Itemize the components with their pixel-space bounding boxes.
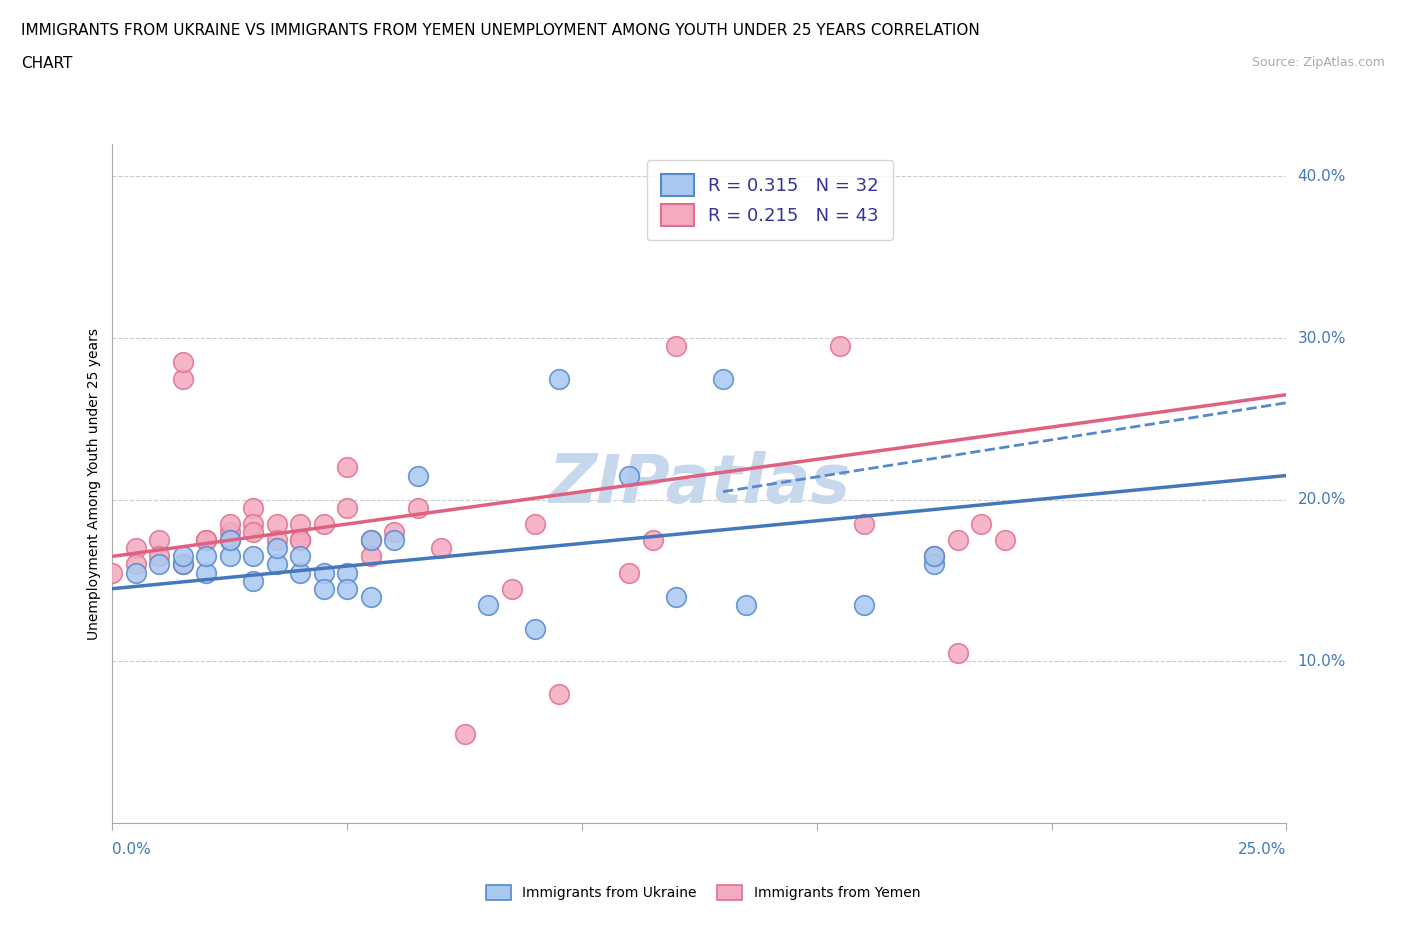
Point [125, 541, 148, 556]
Legend: R = 0.315   N = 32, R = 0.215   N = 43: R = 0.315 N = 32, R = 0.215 N = 43 [647, 160, 893, 240]
Point [547, 371, 569, 386]
Point [382, 525, 405, 539]
Point [290, 533, 312, 548]
Point [218, 525, 242, 539]
Point [922, 557, 945, 572]
Point [946, 646, 969, 661]
Point [453, 726, 475, 741]
Point [172, 355, 194, 370]
Point [125, 557, 148, 572]
Point [547, 686, 569, 701]
Point [360, 590, 382, 604]
Point [501, 581, 523, 596]
Point [290, 533, 312, 548]
Point [360, 533, 382, 548]
Point [336, 460, 359, 475]
Point [172, 557, 194, 572]
Point [312, 581, 335, 596]
Point [665, 339, 688, 353]
Text: 40.0%: 40.0% [1298, 169, 1346, 184]
Text: CHART: CHART [21, 56, 73, 71]
Point [195, 533, 218, 548]
Point [336, 500, 359, 515]
Point [617, 468, 640, 483]
Point [852, 516, 875, 531]
Point [312, 516, 335, 531]
Point [360, 533, 382, 548]
Point [218, 533, 242, 548]
Text: 10.0%: 10.0% [1298, 654, 1346, 669]
Text: 0.0%: 0.0% [112, 842, 152, 857]
Point [430, 541, 453, 556]
Text: Source: ZipAtlas.com: Source: ZipAtlas.com [1251, 56, 1385, 69]
Point [946, 533, 969, 548]
Point [970, 516, 993, 531]
Text: 30.0%: 30.0% [1298, 331, 1346, 346]
Point [125, 565, 148, 580]
Point [336, 565, 359, 580]
Point [218, 516, 242, 531]
Point [382, 533, 405, 548]
Point [195, 533, 218, 548]
Point [218, 549, 242, 564]
Point [101, 565, 124, 580]
Point [266, 557, 288, 572]
Point [148, 533, 170, 548]
Point [266, 533, 288, 548]
Point [477, 597, 499, 612]
Point [266, 541, 288, 556]
Point [290, 549, 312, 564]
Point [312, 565, 335, 580]
Point [830, 339, 852, 353]
Text: 20.0%: 20.0% [1298, 492, 1346, 507]
Point [360, 549, 382, 564]
Point [852, 597, 875, 612]
Point [524, 621, 547, 636]
Point [735, 597, 758, 612]
Point [242, 573, 264, 588]
Point [922, 549, 945, 564]
Point [242, 500, 264, 515]
Point [218, 533, 242, 548]
Point [665, 590, 688, 604]
Point [524, 516, 547, 531]
Point [242, 516, 264, 531]
Point [994, 533, 1017, 548]
Point [242, 549, 264, 564]
Point [266, 516, 288, 531]
Text: IMMIGRANTS FROM UKRAINE VS IMMIGRANTS FROM YEMEN UNEMPLOYMENT AMONG YOUTH UNDER : IMMIGRANTS FROM UKRAINE VS IMMIGRANTS FR… [21, 23, 980, 38]
Point [172, 371, 194, 386]
Y-axis label: Unemployment Among Youth under 25 years: Unemployment Among Youth under 25 years [87, 327, 101, 640]
Point [195, 565, 218, 580]
Legend: Immigrants from Ukraine, Immigrants from Yemen: Immigrants from Ukraine, Immigrants from… [479, 879, 927, 907]
Point [148, 549, 170, 564]
Point [195, 549, 218, 564]
Text: 25.0%: 25.0% [1239, 842, 1286, 857]
Point [336, 581, 359, 596]
Point [290, 516, 312, 531]
Point [148, 557, 170, 572]
Point [711, 371, 734, 386]
Point [406, 500, 429, 515]
Point [641, 533, 664, 548]
Point [172, 557, 194, 572]
Point [172, 549, 194, 564]
Point [617, 565, 640, 580]
Point [922, 549, 945, 564]
Point [290, 565, 312, 580]
Text: ZIPatlas: ZIPatlas [548, 451, 851, 516]
Point [242, 525, 264, 539]
Point [406, 468, 429, 483]
